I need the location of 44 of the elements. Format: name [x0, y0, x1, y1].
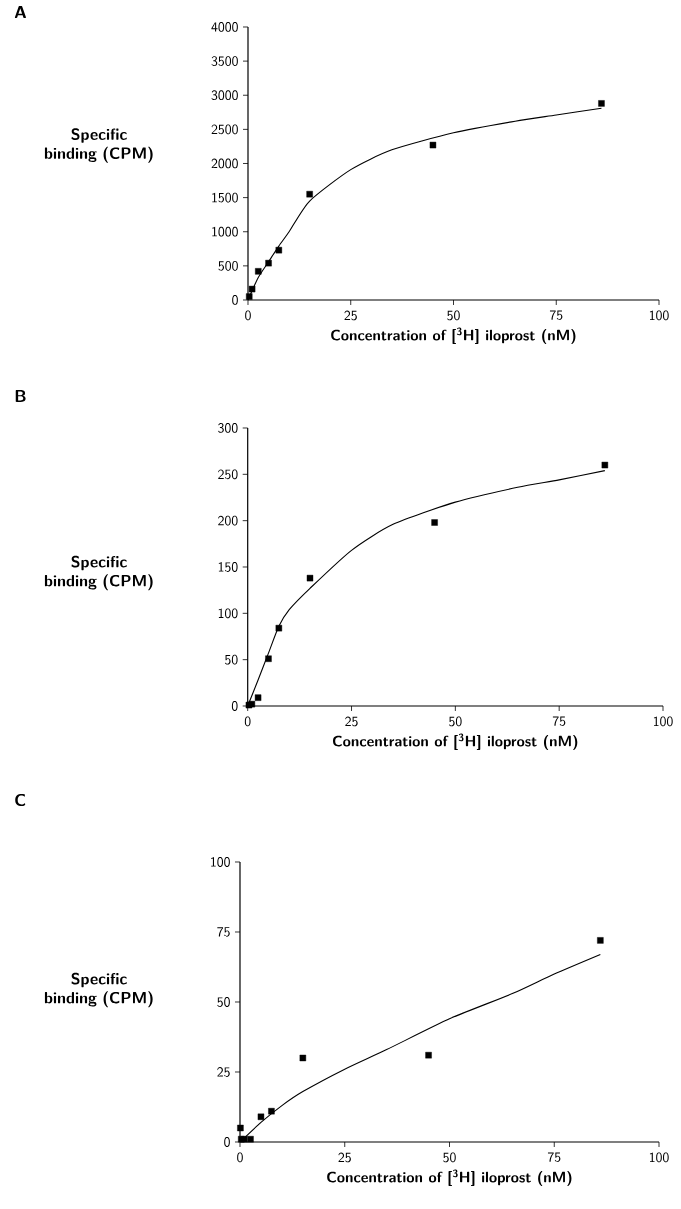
- y-tick-label: 1000: [212, 226, 238, 237]
- x-tick-label: 25: [345, 716, 358, 727]
- x-tick-label: 75: [552, 716, 566, 726]
- y-tick-label: 3500: [211, 56, 238, 66]
- x-tick-label: 25: [338, 1152, 351, 1163]
- x-tick-label: 50: [449, 716, 462, 727]
- text: B: [15, 390, 26, 402]
- text: C: [15, 793, 26, 807]
- x-tick-label: 100: [653, 716, 673, 727]
- x-axis-title: Concentration of [$^{3}$H] iloprost (nM): [333, 733, 578, 751]
- y-tick-label: 150: [218, 562, 238, 572]
- y-tick-label: 2000: [211, 158, 238, 169]
- y-tick-label: 2500: [211, 124, 238, 135]
- text: A: [14, 6, 26, 18]
- y-axis-title: Specific binding (CPM): [44, 972, 153, 1008]
- y-tick-label: 3000: [211, 90, 238, 101]
- y-tick-label: 250: [218, 469, 238, 480]
- x-axis-title: Concentration of [$^{3}$H] iloprost (nM): [327, 1169, 572, 1187]
- x-tick-label: 0: [244, 716, 251, 727]
- x-axis-title: Concentration of [$^{3}$H] iloprost (nM): [331, 327, 576, 345]
- x-tick-label: 75: [549, 310, 563, 320]
- x-tick-label: 100: [649, 1152, 669, 1163]
- y-tick-label: 25: [217, 1067, 230, 1077]
- y-tick-label: 100: [218, 608, 238, 619]
- y-tick-label: 1500: [212, 192, 238, 203]
- x-tick-label: 100: [649, 310, 669, 321]
- y-tick-label: 75: [217, 927, 230, 937]
- y-tick-label: 100: [211, 857, 230, 867]
- y-tick-label: 4000: [211, 22, 238, 32]
- x-tick-label: 50: [443, 1152, 456, 1163]
- y-tick-label: 500: [218, 260, 238, 271]
- y-tick-label: 0: [231, 701, 238, 711]
- x-tick-label: 50: [447, 310, 460, 321]
- y-tick-label: 50: [217, 997, 230, 1007]
- y-axis-title: Specific binding (CPM): [44, 555, 153, 591]
- x-tick-label: 0: [245, 310, 251, 321]
- y-tick-label: 50: [224, 654, 238, 665]
- y-axis-title: Specific binding (CPM): [44, 128, 153, 163]
- y-tick-label: 200: [218, 515, 238, 526]
- y-tick-label: 0: [224, 1137, 230, 1147]
- y-tick-label: 0: [232, 295, 238, 305]
- x-tick-label: 25: [344, 310, 357, 321]
- y-tick-label: 300: [218, 423, 238, 433]
- x-tick-label: 75: [547, 1152, 561, 1162]
